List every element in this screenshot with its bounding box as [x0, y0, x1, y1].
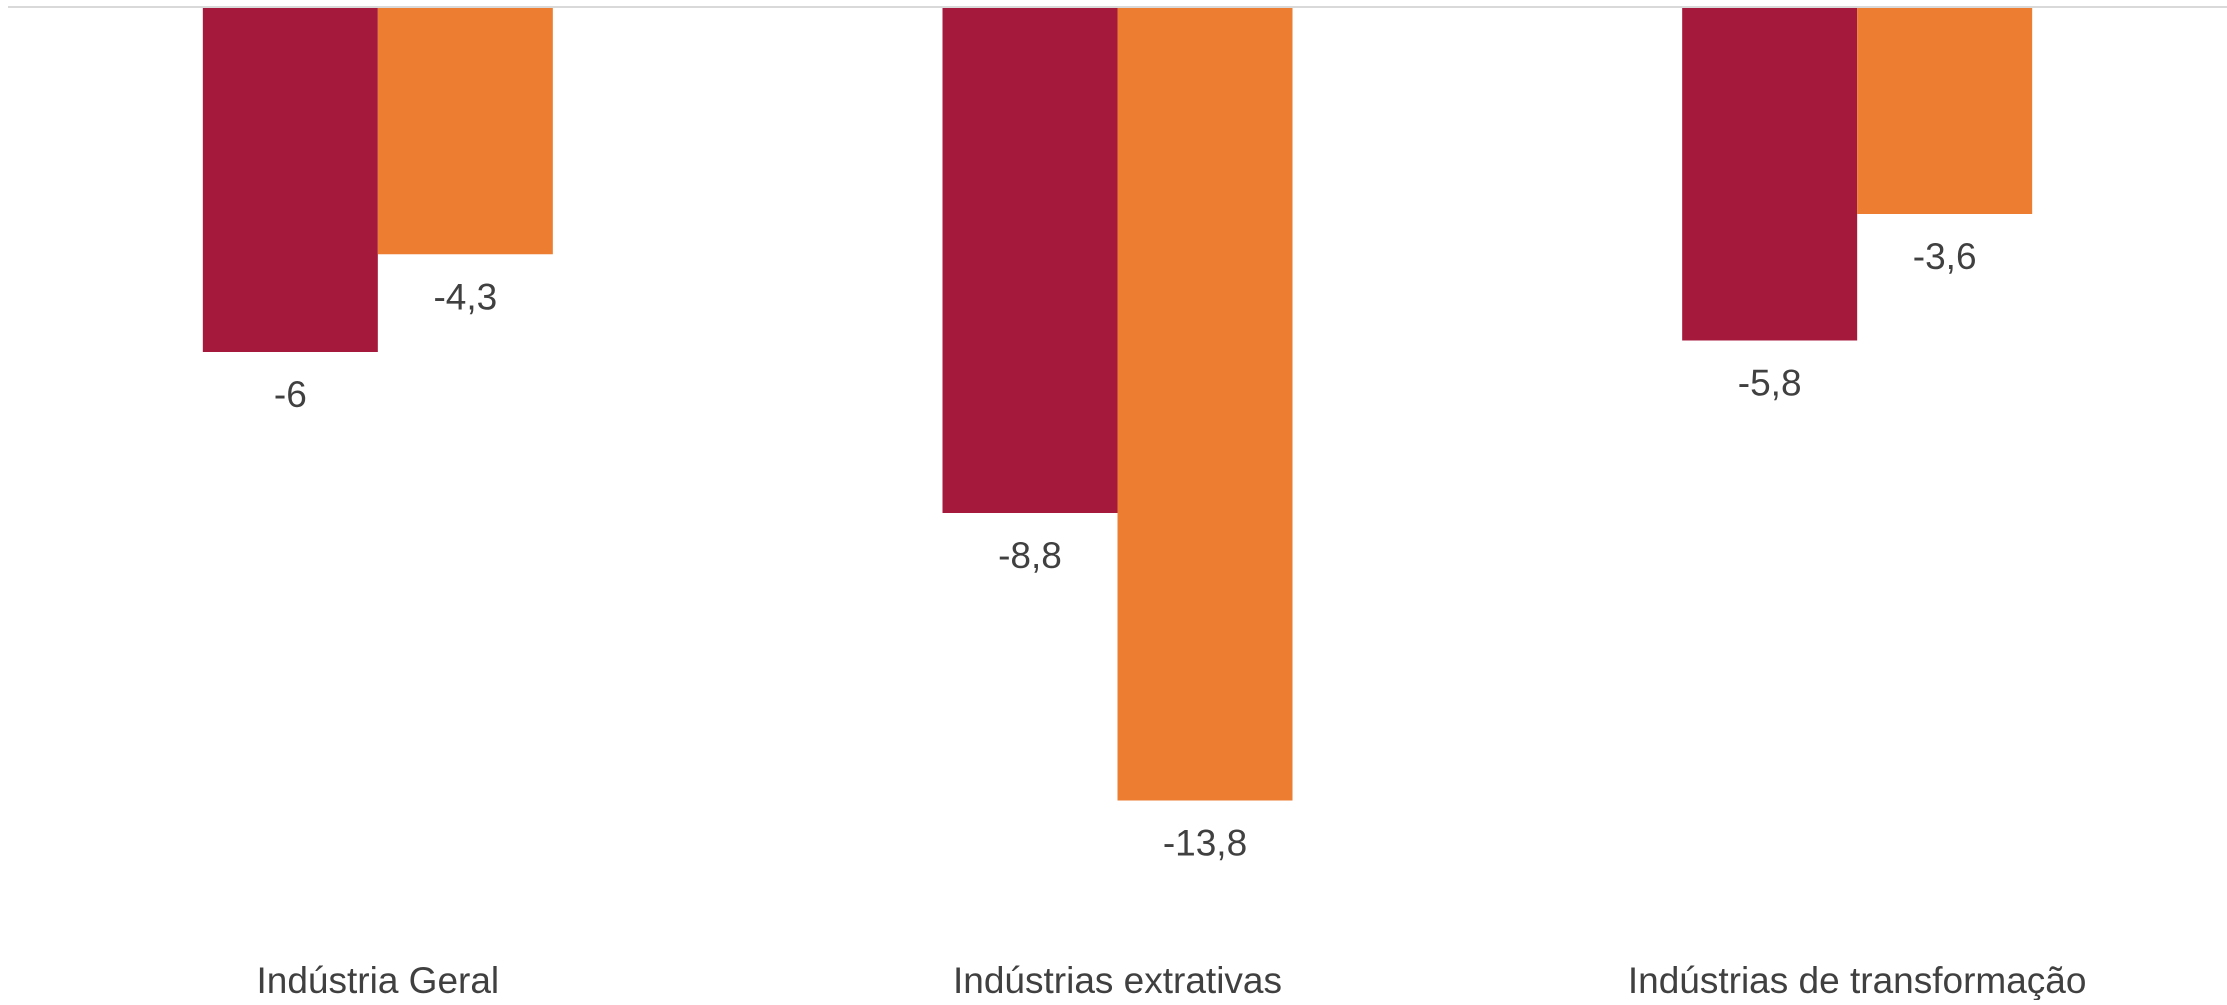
- bars-layer: [202, 7, 2033, 801]
- data-label-s2-c2: -13,8: [1163, 823, 1247, 864]
- data-label-s1-c3: -5,8: [1738, 363, 1802, 404]
- bar-s2-c3: [1857, 7, 2033, 214]
- category-labels-layer: Indústria Geral Indústrias extrativas Indú…: [256, 960, 2087, 1001]
- data-labels-layer: -6 -4,3 -8,8 -13,8 -5,8 -3,6: [274, 236, 1977, 864]
- bar-s2-c1: [377, 7, 553, 255]
- bar-s1-c1: [202, 7, 378, 352]
- category-label-2: Indústrias extrativas: [953, 960, 1282, 1000]
- category-label-3: Indústrias de transformação: [1628, 960, 2087, 1000]
- data-label-s2-c3: -3,6: [1913, 236, 1977, 277]
- bar-s1-c3: [1682, 7, 1858, 341]
- data-label-s1-c1: -6: [274, 374, 307, 415]
- category-label-1: Indústria Geral: [256, 960, 499, 1000]
- bar-s1-c2: [942, 7, 1118, 513]
- bar-s2-c2: [1117, 7, 1293, 801]
- data-label-s2-c1: -4,3: [433, 276, 497, 317]
- data-label-s1-c2: -8,8: [998, 535, 1062, 576]
